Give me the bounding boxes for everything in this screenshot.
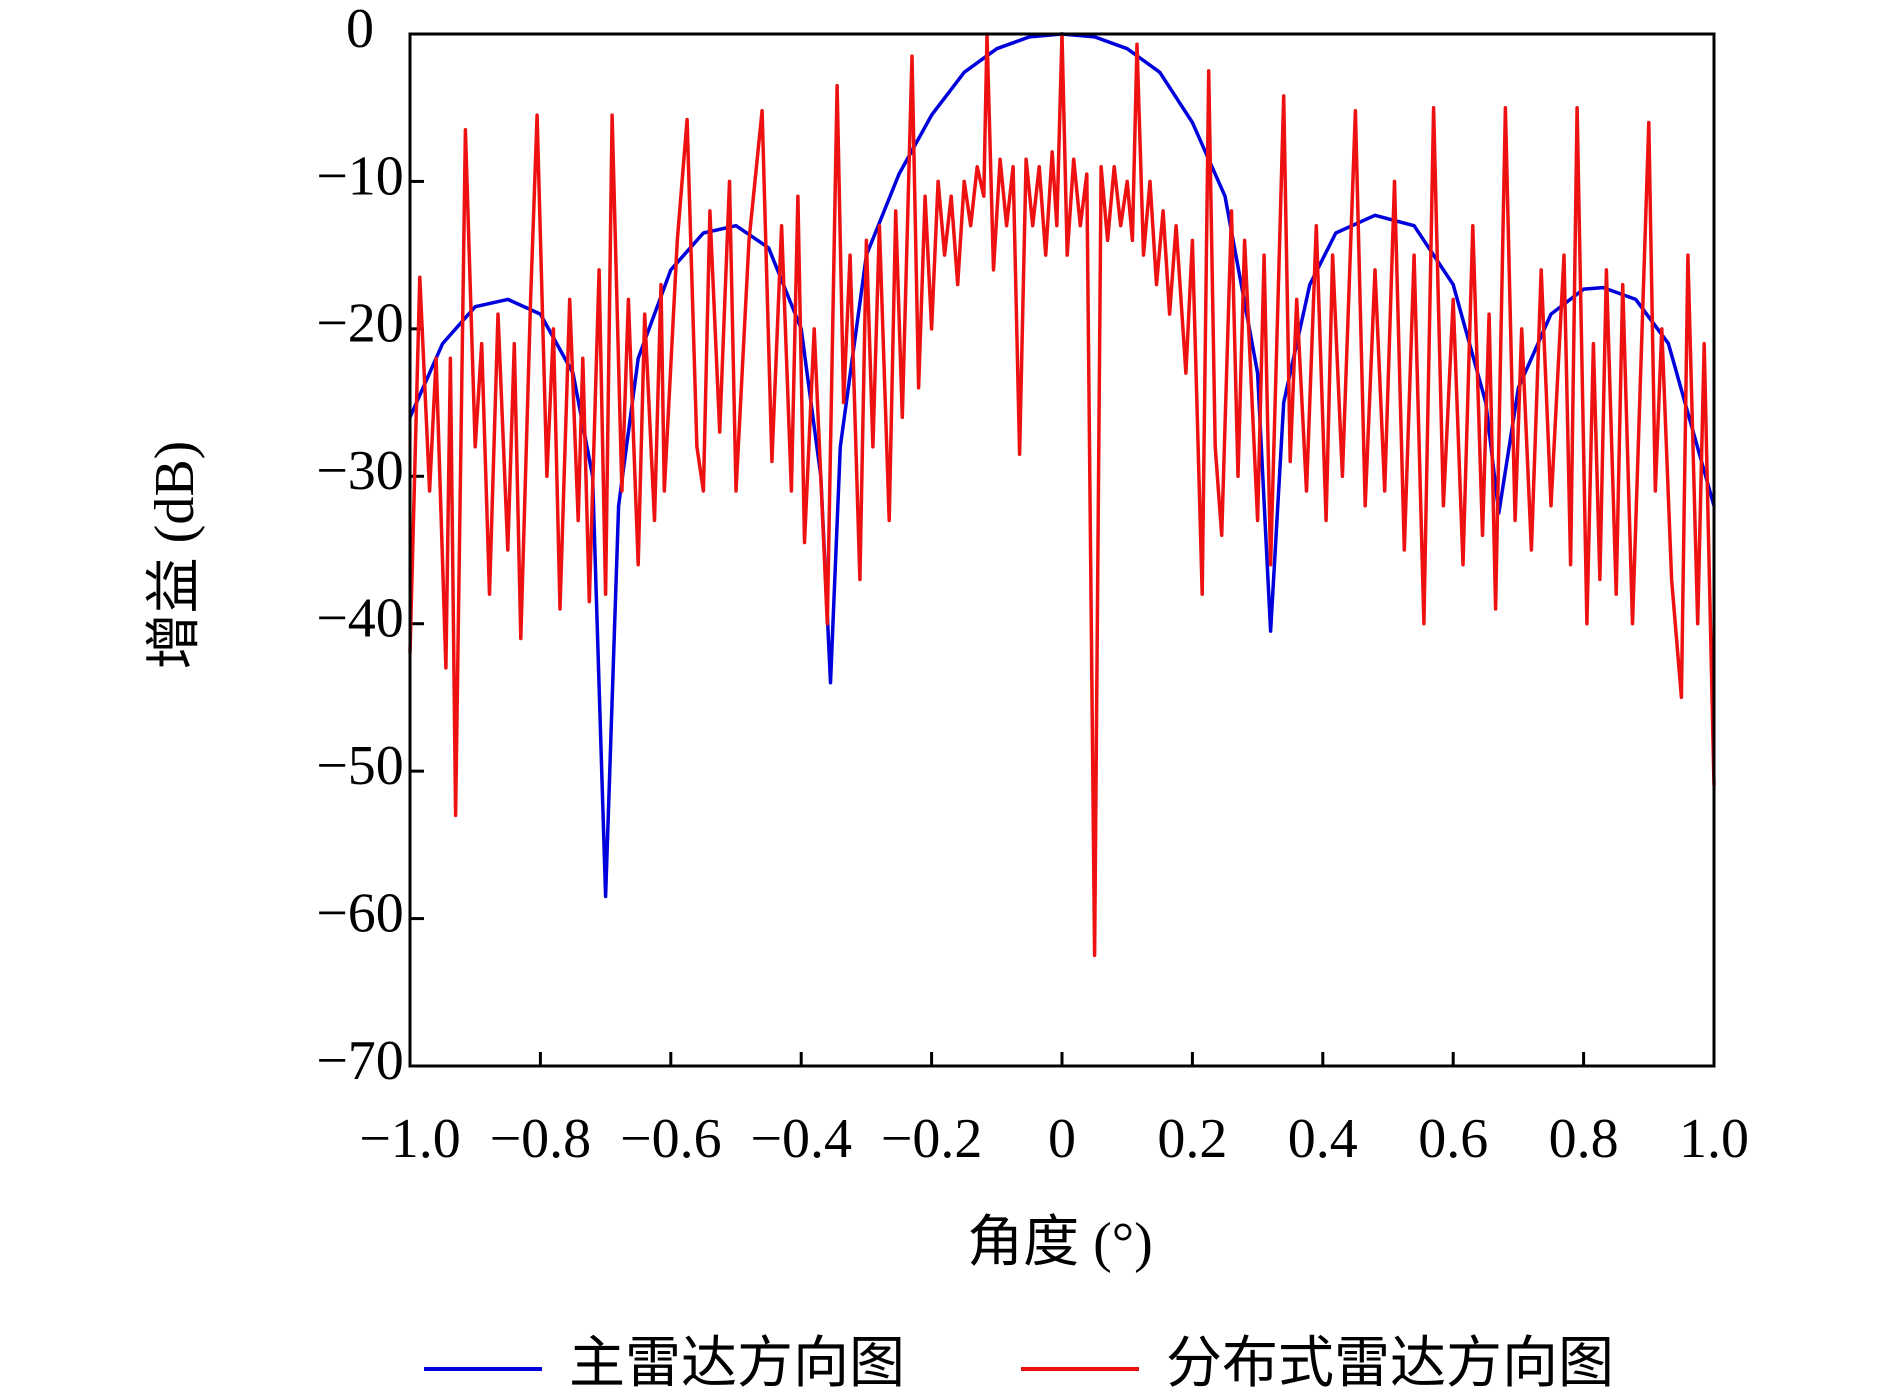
- y-tick-label: −30: [316, 440, 404, 502]
- x-axis-label: 角度 (°): [967, 1212, 1153, 1274]
- y-tick-label: −40: [316, 588, 404, 650]
- x-tick-label: 0.6: [1418, 1108, 1488, 1170]
- x-tick-label: 1.0: [1679, 1108, 1749, 1170]
- series-line: [408, 32, 1716, 958]
- y-tick-label: −50: [316, 735, 404, 797]
- y-axis-label: 增益 (dB): [144, 441, 206, 670]
- y-tick-label: −20: [316, 293, 404, 355]
- x-tick-label: 0: [1048, 1108, 1076, 1170]
- x-tick-label: −0.4: [750, 1108, 852, 1170]
- y-tick-label: −70: [316, 1030, 404, 1092]
- x-tick-label: 0.8: [1549, 1108, 1619, 1170]
- plot-frame: [408, 32, 1716, 1068]
- legend-label: 分布式雷达方向图: [1166, 1333, 1614, 1395]
- x-tick-label: 0.4: [1288, 1108, 1358, 1170]
- y-tick-label: 0: [346, 0, 374, 60]
- x-tick-label: −0.6: [620, 1108, 722, 1170]
- x-tick-label: −0.2: [881, 1108, 983, 1170]
- x-tick-label: 0.2: [1157, 1108, 1227, 1170]
- legend-label: 主雷达方向图: [569, 1333, 905, 1395]
- x-tick-label: −1.0: [359, 1108, 461, 1170]
- y-tick-label: −60: [316, 882, 404, 944]
- x-tick-label: −0.8: [490, 1108, 592, 1170]
- y-tick-label: −10: [316, 145, 404, 207]
